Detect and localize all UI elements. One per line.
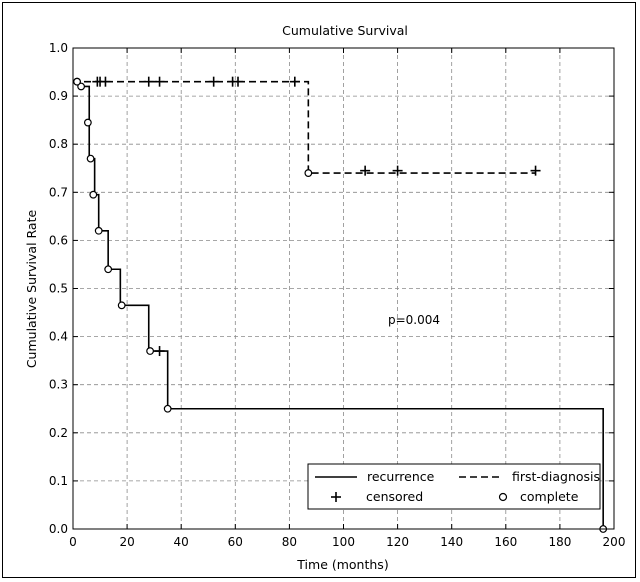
x-tick-label: 100 xyxy=(332,535,355,549)
legend: recurrence first-diagnosis censored comp… xyxy=(307,463,601,510)
complete-marker-first-diagnosis xyxy=(304,169,313,177)
x-tick-label: 180 xyxy=(548,535,571,549)
series-layer xyxy=(73,76,608,533)
y-tick-label: 0.8 xyxy=(49,137,68,151)
y-tick-label: 0.9 xyxy=(49,89,68,103)
chart-title: Cumulative Survival xyxy=(282,23,408,38)
legend-label-recurrence: recurrence xyxy=(367,469,435,484)
censored-marker-first-diagnosis xyxy=(143,76,154,87)
censored-marker-first-diagnosis xyxy=(100,76,111,87)
y-tick-label: 0.1 xyxy=(49,474,68,488)
x-tick-label: 80 xyxy=(282,535,297,549)
complete-marker-recurrence xyxy=(117,301,126,310)
y-tick-label: 0.0 xyxy=(49,522,68,536)
legend-plus-marker xyxy=(331,492,341,502)
x-tick-label: 160 xyxy=(494,535,517,549)
complete-marker-recurrence xyxy=(104,265,113,274)
complete-marker-recurrence xyxy=(163,404,172,413)
censored-marker-first-diagnosis xyxy=(530,165,541,176)
censored-marker-first-diagnosis xyxy=(208,76,219,87)
censored-marker-first-diagnosis xyxy=(289,76,300,87)
series-line-first-diagnosis xyxy=(73,80,536,174)
censored-marker-first-diagnosis xyxy=(233,76,244,87)
x-tick-label: 40 xyxy=(174,535,189,549)
x-tick-label: 60 xyxy=(228,535,243,549)
complete-marker-recurrence xyxy=(94,226,103,235)
axis-ticks: 0 20 40 60 80 100 120 140 160 180 200 0.0 0.1 0.2 0.3 0… xyxy=(49,41,626,549)
complete-marker-recurrence xyxy=(77,82,86,91)
series-line-recurrence xyxy=(73,80,604,529)
x-tick-label: 0 xyxy=(69,535,77,549)
annotation-p-value: p=0.004 xyxy=(388,313,440,327)
y-tick-label: 0.5 xyxy=(49,282,68,296)
y-tick-label: 0.6 xyxy=(49,233,68,247)
y-axis-label: Cumulative Survival Rate xyxy=(24,210,39,369)
x-tick-label: 140 xyxy=(440,535,463,549)
complete-marker-first-diagnosis xyxy=(73,77,81,86)
legend-label-complete: complete xyxy=(520,489,579,504)
censored-marker-first-diagnosis xyxy=(392,165,403,176)
x-tick-label: 20 xyxy=(119,535,134,549)
y-tick-label: 0.7 xyxy=(49,185,68,199)
x-axis-label: Time (months) xyxy=(296,557,388,572)
y-tick-label: 1.0 xyxy=(49,41,68,55)
grid-lines xyxy=(73,48,614,529)
censored-marker-recurrence xyxy=(154,346,165,357)
y-tick-label: 0.2 xyxy=(49,426,68,440)
censored-marker-first-diagnosis xyxy=(154,76,165,87)
y-tick-label: 0.3 xyxy=(49,378,68,392)
legend-circle-marker xyxy=(498,492,508,502)
y-tick-label: 0.4 xyxy=(49,330,68,344)
complete-marker-recurrence xyxy=(146,347,154,355)
legend-label-first-diagnosis: first-diagnosis xyxy=(512,469,600,484)
complete-marker-recurrence xyxy=(86,154,95,163)
legend-box xyxy=(307,463,601,510)
complete-marker-recurrence xyxy=(83,118,92,127)
x-tick-label: 200 xyxy=(603,535,626,549)
complete-marker-recurrence xyxy=(89,190,98,199)
legend-label-censored: censored xyxy=(366,489,423,504)
x-tick-label: 120 xyxy=(386,535,409,549)
censored-marker-first-diagnosis xyxy=(360,165,371,176)
